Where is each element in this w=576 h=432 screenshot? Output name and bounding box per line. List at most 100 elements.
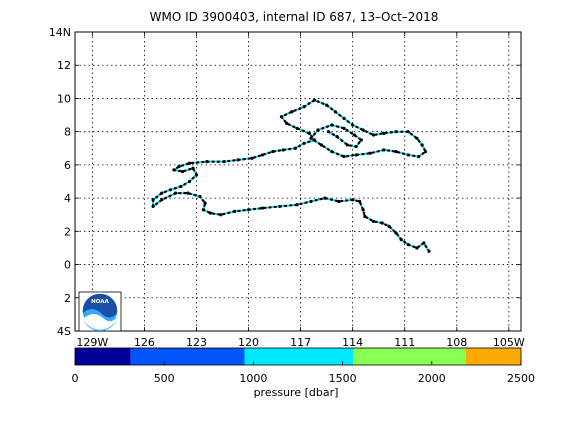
profile-point <box>358 199 362 204</box>
profile-point <box>295 203 299 207</box>
profile-point <box>151 204 155 209</box>
colorbar-tick-label: 1500 <box>329 372 357 385</box>
map-gridlines <box>75 32 521 331</box>
profile-point <box>394 231 398 235</box>
colorbar-tick-label: 500 <box>154 372 175 385</box>
lat-tick-label: 4S <box>57 325 71 338</box>
lat-tick-label: 6 <box>64 159 71 172</box>
lon-tick-label: 111 <box>394 336 415 349</box>
profile-point <box>323 196 327 200</box>
lon-tick-label: 117 <box>290 336 311 349</box>
profile-point <box>160 198 164 202</box>
profile-point <box>295 126 299 130</box>
colorbar-ticks: 0 500 1000 1500 2000 2500 <box>72 361 535 385</box>
colorbar-segment <box>130 348 245 365</box>
profile-point <box>319 143 324 147</box>
lat-tick-label: 2 <box>64 292 71 305</box>
profile-point <box>312 98 317 102</box>
pressure-colorbar <box>75 348 521 365</box>
lon-tick-label: 126 <box>134 336 155 349</box>
profile-point <box>316 128 320 132</box>
profile-point <box>198 194 202 199</box>
colorbar-tick-label: 2000 <box>418 372 446 385</box>
lat-tick-label: 8 <box>64 126 71 139</box>
lon-tick-label: 120 <box>238 336 259 349</box>
lon-tick-label: 105W <box>493 336 525 349</box>
profile-point <box>380 221 384 225</box>
profile-point <box>194 173 199 177</box>
map-background <box>75 32 521 331</box>
profile-point <box>203 201 207 205</box>
colorbar-frame <box>74 347 522 366</box>
profile-point <box>302 141 306 145</box>
profile-point <box>160 191 164 195</box>
profile-point <box>187 179 192 184</box>
profile-point <box>342 126 346 130</box>
profile-point <box>330 150 334 154</box>
float-track <box>151 98 431 253</box>
profile-point <box>168 188 173 192</box>
profile-point <box>368 151 372 155</box>
profile-point <box>394 130 398 134</box>
lon-tick-label: 123 <box>186 336 207 349</box>
profile-point <box>205 159 209 164</box>
profile-point <box>236 158 240 162</box>
profile-point <box>371 133 376 137</box>
profile-point <box>325 103 329 107</box>
lat-tick-label: 4 <box>64 192 71 205</box>
lat-tick-label: 2 <box>64 225 71 238</box>
profile-point <box>279 115 284 119</box>
profile-point <box>285 121 289 125</box>
lat-tick-label: 10 <box>57 92 71 105</box>
latitude-ticks: 14N 12 10 8 6 4 2 0 2 4S <box>49 26 521 338</box>
colorbar-tick-label: 1000 <box>239 372 267 385</box>
profile-point <box>281 148 285 152</box>
map-frame <box>74 31 522 332</box>
profile-point <box>290 110 294 114</box>
noaa-logo-text: NOAA <box>91 299 109 305</box>
profile-point <box>417 154 421 159</box>
profile-point <box>260 153 265 157</box>
profile-point <box>342 154 346 159</box>
profile-point <box>422 241 426 245</box>
profile-point <box>399 238 403 242</box>
profile-point <box>420 143 424 147</box>
profile-point <box>180 169 185 174</box>
profile-point <box>394 150 398 154</box>
profile-point <box>246 208 251 212</box>
profile-point <box>309 199 313 204</box>
profile-point <box>333 110 337 114</box>
profile-point <box>271 150 275 154</box>
profile-point <box>371 219 376 223</box>
colorbar-segment <box>353 348 466 365</box>
profile-point <box>250 156 254 160</box>
profile-point <box>302 105 306 109</box>
profile-point <box>174 191 178 195</box>
profile-point <box>309 136 313 140</box>
profile-point <box>342 116 346 120</box>
lon-tick-label: 114 <box>342 336 363 349</box>
profile-point <box>351 123 355 127</box>
profile-point <box>201 208 206 212</box>
lat-tick-label: 0 <box>64 259 71 272</box>
profile-point <box>354 153 358 157</box>
profile-point <box>406 130 410 134</box>
profile-point <box>335 135 339 139</box>
colorbar-tick-label: 0 <box>72 372 79 385</box>
profile-point <box>363 214 367 218</box>
profile-point <box>172 168 176 172</box>
profile-point <box>233 209 237 213</box>
colorbar-segment <box>244 348 354 365</box>
profile-point <box>278 204 282 209</box>
profile-point <box>179 184 183 189</box>
colorbar-label: pressure [dbar] <box>254 386 339 399</box>
figure-title: WMO ID 3900403, internal ID 687, 13–Oct–… <box>150 10 439 24</box>
profile-point <box>345 143 350 147</box>
lon-tick-label: 129W <box>76 336 108 349</box>
profile-point <box>186 191 190 195</box>
profile-point <box>326 130 330 134</box>
profile-point <box>427 249 431 253</box>
colorbar-segment <box>465 348 521 365</box>
profile-point <box>191 166 195 170</box>
